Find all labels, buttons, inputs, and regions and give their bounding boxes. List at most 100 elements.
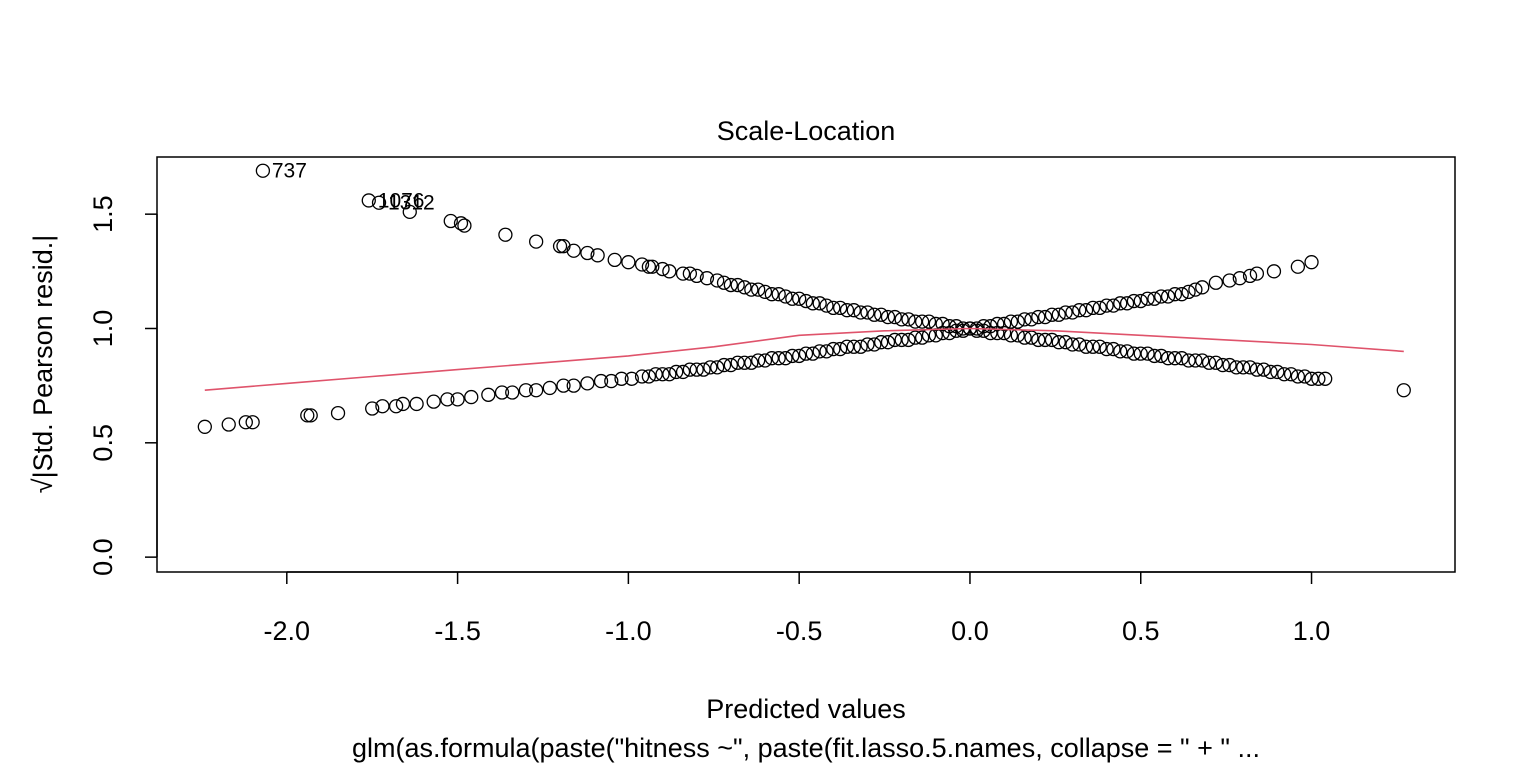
- x-tick-label: -2.0: [264, 616, 311, 646]
- data-point: [771, 351, 786, 366]
- data-point: [1003, 314, 1019, 329]
- data-point: [1311, 371, 1326, 386]
- data-point: [300, 408, 315, 423]
- data-point: [935, 316, 950, 332]
- data-point: [867, 307, 882, 322]
- data-point: [1147, 348, 1162, 364]
- data-point: [757, 353, 773, 368]
- data-point: [1297, 369, 1312, 384]
- data-point: [1092, 300, 1107, 316]
- data-point: [621, 255, 636, 270]
- data-point: [1201, 355, 1217, 370]
- data-point: [1024, 312, 1039, 327]
- data-point: [624, 371, 639, 386]
- data-point: [1044, 332, 1060, 348]
- data-point: [1242, 360, 1258, 375]
- data-point: [696, 362, 711, 377]
- data-point: [1031, 332, 1046, 348]
- data-point: [1208, 275, 1224, 290]
- data-point: [1167, 351, 1183, 366]
- data-point: [1099, 341, 1114, 357]
- data-point: [723, 277, 739, 293]
- model-call-subtitle: glm(as.formula(paste("hitness ~", paste(…: [352, 733, 1260, 763]
- data-point: [655, 367, 670, 382]
- data-point: [812, 344, 827, 359]
- data-point: [440, 392, 455, 407]
- data-point: [990, 316, 1005, 332]
- chart-title: Scale-Location: [717, 116, 896, 146]
- data-point: [641, 259, 657, 274]
- data-point: [914, 330, 930, 345]
- data-point: [1232, 271, 1247, 286]
- data-point: [1263, 364, 1278, 380]
- data-point: [723, 357, 739, 373]
- data-point: [860, 337, 875, 352]
- data-point: [1229, 360, 1244, 375]
- data-point: [255, 163, 271, 178]
- data-point: [1154, 289, 1169, 304]
- data-point: [1195, 353, 1210, 368]
- data-point: [443, 213, 458, 229]
- data-point: [737, 355, 752, 370]
- data-point: [614, 371, 629, 386]
- data-point: [1396, 383, 1411, 398]
- data-point: [566, 243, 581, 258]
- data-point: [402, 204, 417, 220]
- data-point: [860, 305, 875, 320]
- data-point: [1044, 307, 1060, 322]
- data-point: [1304, 371, 1319, 386]
- data-point: [873, 335, 889, 350]
- data-point: [737, 280, 752, 295]
- data-point: [703, 360, 718, 375]
- data-point: [1085, 339, 1101, 354]
- data-point: [771, 287, 786, 302]
- data-point: [1242, 268, 1258, 284]
- data-point: [682, 266, 698, 281]
- data-point: [914, 314, 930, 329]
- data-point: [792, 291, 807, 306]
- data-point: [764, 287, 779, 302]
- data-point: [894, 332, 909, 348]
- data-point: [901, 312, 916, 327]
- data-point: [1106, 298, 1121, 313]
- data-point: [1290, 259, 1306, 274]
- data-point: [494, 385, 510, 400]
- data-point: [580, 376, 595, 391]
- data-point: [556, 239, 571, 254]
- data-point: [1113, 296, 1128, 311]
- data-point: [1010, 314, 1025, 329]
- data-point: [1290, 369, 1306, 384]
- data-point: [880, 309, 896, 325]
- data-point: [1051, 307, 1066, 322]
- data-point: [518, 383, 534, 398]
- data-point: [464, 389, 479, 405]
- data-point: [949, 323, 964, 338]
- data-point: [662, 367, 677, 382]
- data-point: [716, 357, 732, 373]
- data-point: [655, 261, 670, 277]
- data-point: [1078, 303, 1094, 318]
- data-point: [921, 314, 937, 329]
- data-point: [1222, 357, 1237, 373]
- y-axis-label: √|Std. Pearson resid.|: [28, 235, 58, 493]
- data-point: [1140, 346, 1155, 361]
- data-point: [1078, 339, 1094, 354]
- data-point: [908, 330, 923, 345]
- data-point: [1249, 266, 1265, 281]
- data-point: [942, 325, 957, 341]
- data-point: [908, 314, 923, 329]
- data-point: [751, 353, 766, 368]
- data-point: [798, 293, 814, 309]
- x-tick-label: -0.5: [776, 616, 823, 646]
- data-point: [1140, 291, 1155, 306]
- data-point: [607, 252, 622, 268]
- data-point: [1085, 300, 1101, 316]
- data-point: [365, 401, 380, 416]
- point-label: 737: [272, 160, 307, 183]
- data-point: [1058, 305, 1073, 320]
- data-point: [1188, 282, 1203, 297]
- data-point: [819, 344, 834, 359]
- residual-points: [197, 163, 1411, 434]
- data-point: [764, 351, 779, 366]
